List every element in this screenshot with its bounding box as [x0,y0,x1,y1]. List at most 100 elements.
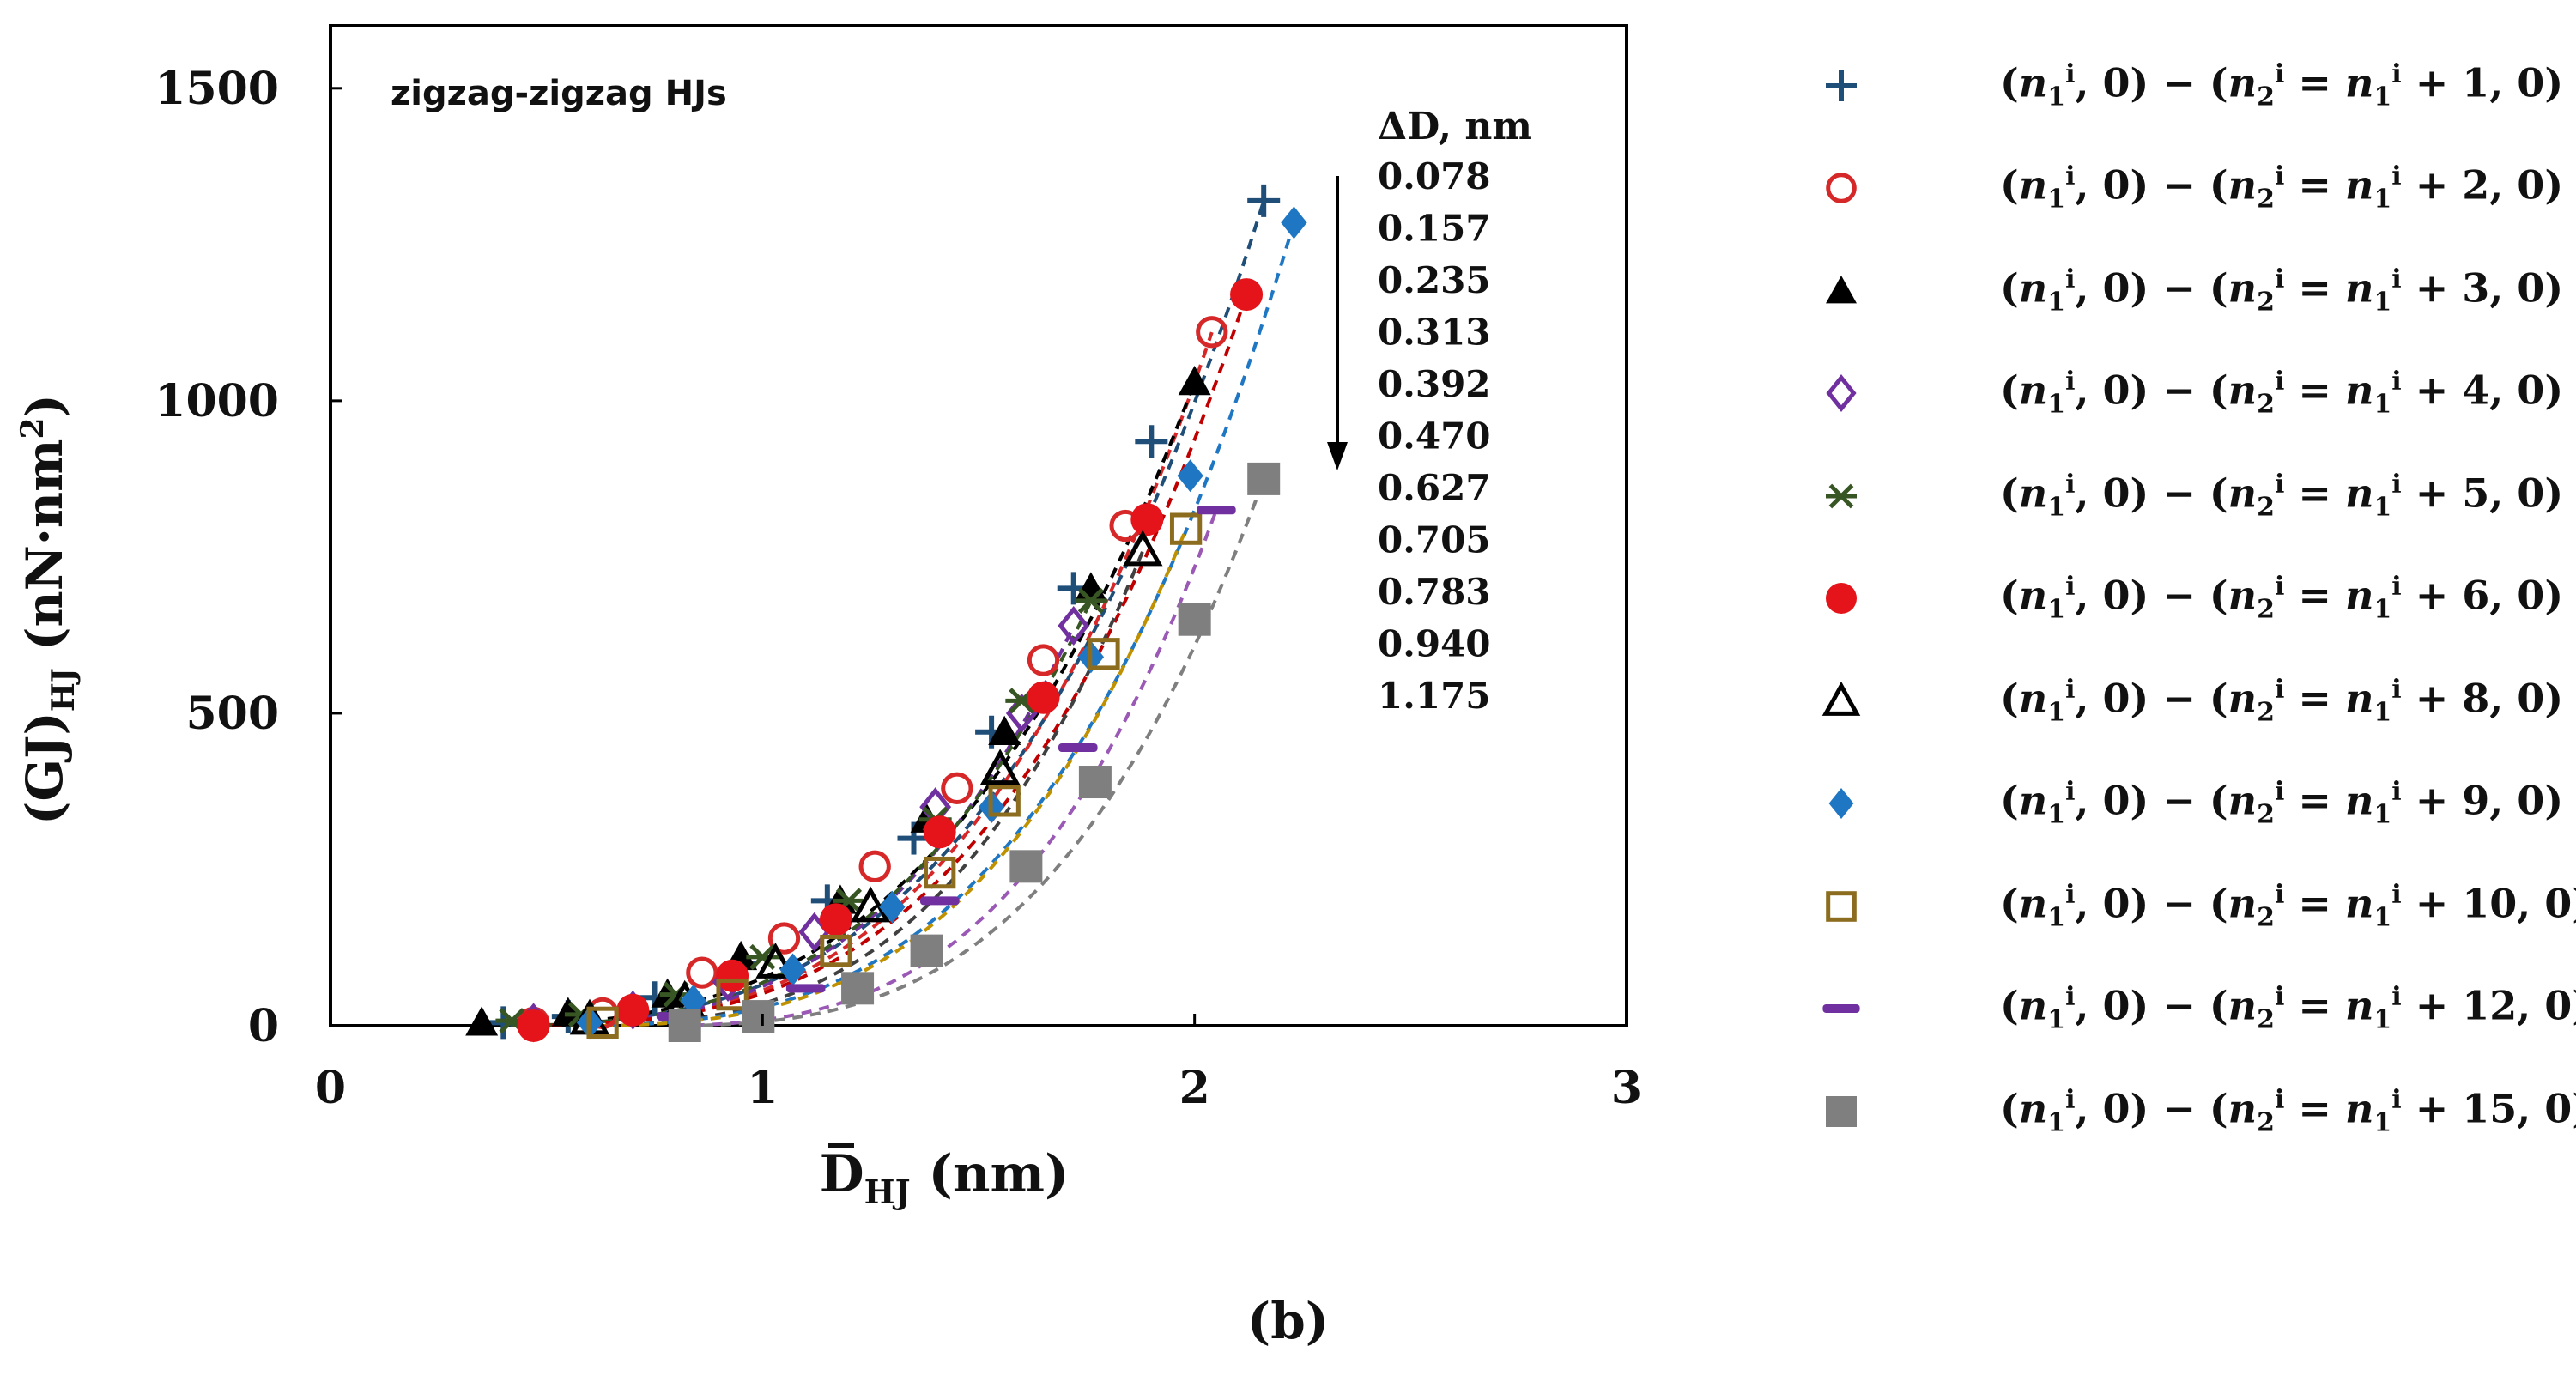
marker-filled-diamond [1177,459,1203,493]
marker-filled-triangle [988,715,1021,745]
marker-open-square [1169,512,1203,545]
x-axis-label: D̅HJ (nm) [820,1143,1070,1211]
legend-marker [1803,265,1880,317]
x-tick-label: 0 [315,1062,346,1114]
delta-value: 0.157 [1378,208,1491,250]
legend-label: (n1i, 0) − (n2i = n1i + 15, 0) [2000,1084,2576,1138]
marker-filled-circle [1826,583,1857,615]
legend-marker [1803,470,1880,522]
marker-open-diamond [1826,374,1857,413]
marker-asterisk [1826,483,1857,509]
plot-border [329,24,1628,1027]
delta-value: 0.940 [1378,623,1491,665]
chart-area: 0 1 2 3 0 500 1000 1500 zigzag-zigzag HJs ΔD, n… [15,24,1642,1211]
delta-value: 1.175 [1378,675,1491,717]
legend-k: 12 [2462,982,2518,1029]
marker-filled-diamond [680,984,706,1017]
x-tick-label: 3 [1611,1062,1642,1114]
marker-filled-square [1247,462,1281,495]
legend-label: (n1i, 0) − (n2i = n1i + 12, 0) [2000,982,2576,1035]
marker-asterisk [1074,587,1107,614]
marker-dash [1058,743,1098,752]
delta-value: 0.078 [1378,155,1491,197]
delta-list: 0.078 0.157 0.235 0.313 0.392 0.470 0.627 0.705… [1378,155,1491,717]
marker-open-triangle [850,886,891,923]
marker-filled-triangle [1178,366,1211,396]
fit-curve-4 [533,625,1076,1027]
marker-filled-circle [517,1009,550,1042]
marker-open-circle [1027,644,1060,676]
legend-k: 10 [2462,880,2518,927]
x-axis-label-sub: HJ [864,1173,911,1211]
legend-item: (n1i, 0) − (n2i = n1i + 5, 0) [1803,445,2563,548]
legend-marker [1803,367,1880,419]
legend-k: 4 [2462,367,2490,414]
delta-value: 0.783 [1378,571,1491,613]
marker-filled-triangle [1826,275,1857,304]
legend-label: (n1i, 0) − (n2i = n1i + 1, 0) [2000,58,2564,112]
legend-item: (n1i, 0) − (n2i = n1i + 2, 0) [1803,137,2563,240]
legend-marker [1803,983,1880,1034]
marker-open-triangle [755,943,796,979]
plot-frame [329,24,1628,1027]
x-axis-label-unit: (nm) [911,1144,1070,1204]
delta-value: 0.705 [1378,519,1491,561]
y-axis-label: (GJ)HJ (nN·nm2) [15,394,82,825]
legend-label: (n1i, 0) − (n2i = n1i + 5, 0) [2000,469,2564,523]
marker-open-square [924,856,956,889]
marker-open-square [820,934,852,967]
legend-marker [1803,1086,1880,1137]
legend-item: (n1i, 0) − (n2i = n1i + 3, 0) [1803,239,2563,342]
marker-filled-diamond [779,953,806,986]
legend-label: (n1i, 0) − (n2i = n1i + 2, 0) [2000,161,2564,215]
marker-filled-diamond [879,890,906,924]
marker-filled-square [841,972,875,1005]
fit-curve-7 [589,550,1145,1027]
legend-marker [1803,676,1880,727]
marker-open-circle [1826,173,1857,204]
y-tick-label: 1000 [155,375,279,427]
fit-curve-11 [684,478,1266,1027]
delta-value: 0.392 [1378,363,1491,405]
axis-ticks: 0 1 2 3 0 500 1000 1500 [155,63,1642,1114]
marker-dash [1197,506,1236,515]
marker-filled-circle [923,815,956,849]
delta-header: ΔD, nm [1378,105,1532,149]
marker-plus [1135,425,1168,458]
legend-label: (n1i, 0) − (n2i = n1i + 4, 0) [2000,367,2564,420]
marker-filled-circle [616,993,650,1027]
marker-filled-circle [716,959,749,992]
x-tick-label: 1 [747,1062,778,1114]
marker-open-square [1826,890,1857,922]
legend-marker [1803,60,1880,112]
fit-curve-10 [676,510,1218,1027]
legend-label: (n1i, 0) − (n2i = n1i + 3, 0) [2000,264,2564,318]
legend-k: 5 [2462,470,2490,517]
delta-value: 0.313 [1378,312,1491,354]
legend-marker [1803,162,1880,214]
figure-caption: (b) [1246,1292,1330,1350]
legend-item: (n1i, 0) − (n2i = n1i + 12, 0) [1803,958,2576,1061]
legend-item: (n1i, 0) − (n2i = n1i + 10, 0) [1803,855,2576,958]
legend-k: 9 [2462,777,2490,824]
marker-dash [919,896,960,906]
marker-filled-circle [1130,503,1164,536]
marker-open-circle [941,772,973,804]
legend-item: (n1i, 0) − (n2i = n1i + 6, 0) [1803,548,2563,651]
delta-value: 0.235 [1378,259,1491,301]
legend-k: 1 [2462,59,2490,106]
legend-item: (n1i, 0) − (n2i = n1i + 1, 0) [1803,34,2563,137]
marker-filled-square [1826,1095,1857,1127]
marker-open-triangle [1821,681,1861,716]
marker-open-square [716,978,749,1011]
marker-dash [785,984,826,993]
marker-open-square [988,785,1021,817]
legend-item: (n1i, 0) − (n2i = n1i + 4, 0) [1803,342,2563,446]
x-axis-label-main: D̅ [820,1143,864,1204]
x-tick-label: 2 [1179,1062,1210,1114]
marker-open-triangle [979,749,1021,785]
legend-item: (n1i, 0) − (n2i = n1i + 8, 0) [1803,650,2563,753]
marker-plus [1826,70,1857,101]
marker-filled-square [742,1000,775,1033]
marker-open-square [586,1006,619,1040]
